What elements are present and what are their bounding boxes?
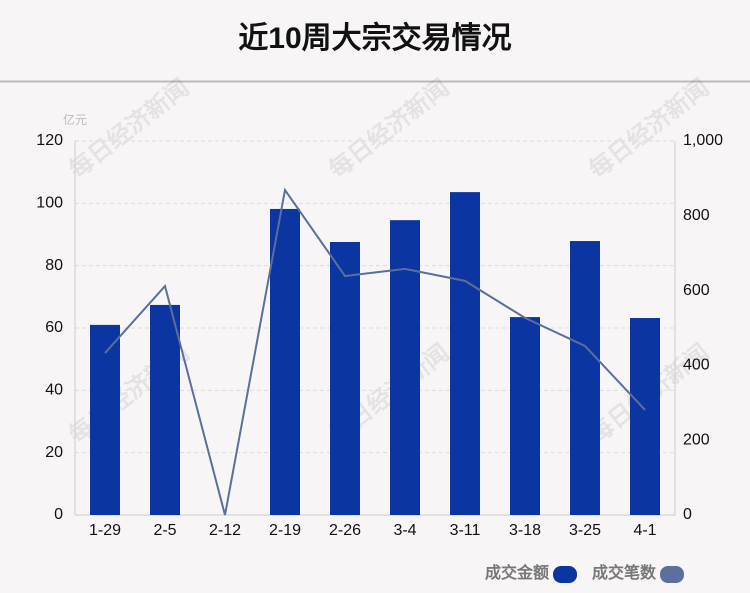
x-tick-label: 3-18 <box>509 522 541 539</box>
bar <box>510 317 540 515</box>
y2-tick-label: 0 <box>683 506 692 523</box>
bar <box>570 241 600 516</box>
y-tick-label: 120 <box>36 132 63 149</box>
x-tick-label: 2-26 <box>329 522 361 539</box>
bar <box>270 208 300 515</box>
x-tick-label: 2-5 <box>153 522 176 539</box>
x-tick-label: 3-25 <box>569 522 601 539</box>
bar <box>450 192 480 515</box>
x-tick-label: 3-4 <box>393 522 416 539</box>
y2-tick-label: 800 <box>683 207 710 224</box>
x-tick-label: 4-1 <box>633 522 656 539</box>
y-tick-label: 60 <box>45 319 63 336</box>
x-tick-label: 3-11 <box>450 522 481 539</box>
y2-tick-label: 400 <box>683 357 710 374</box>
y-tick-label: 100 <box>36 195 63 212</box>
y-tick-label: 80 <box>45 257 63 274</box>
x-tick-label: 2-19 <box>269 522 301 539</box>
line <box>104 187 646 516</box>
y2-tick-label: 1,000 <box>683 132 723 149</box>
y2-tick-label: 200 <box>683 431 710 448</box>
legend-swatch <box>553 566 577 583</box>
bar <box>90 324 120 515</box>
y-tick-label: 40 <box>45 382 63 399</box>
legend-label: 成交笔数 <box>592 563 657 582</box>
y-unit: 亿元 <box>63 112 87 127</box>
bar <box>390 220 420 515</box>
legend-label: 成交金额 <box>485 563 549 582</box>
x-tick-label: 1-29 <box>89 522 121 539</box>
x-tick-label: 2-12 <box>209 522 241 539</box>
chart-title: 近10周大宗交易情况 <box>238 21 511 55</box>
legend: 成交金额 成交笔数 <box>485 563 684 583</box>
y2-tick-label: 600 <box>683 282 710 299</box>
legend-swatch <box>660 566 684 583</box>
y-tick-label: 0 <box>54 506 63 523</box>
bar <box>630 318 660 515</box>
bar <box>330 241 360 516</box>
bar <box>150 304 180 515</box>
y-tick-label: 20 <box>45 444 63 461</box>
